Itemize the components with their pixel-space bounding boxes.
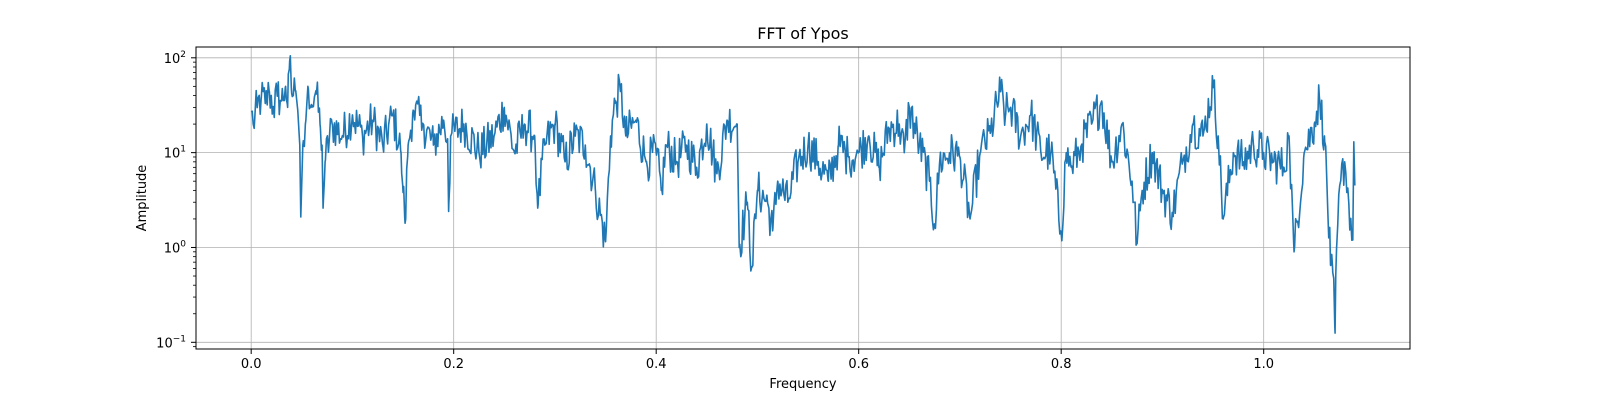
x-tick-label: 1.0: [1253, 357, 1274, 372]
y-axis-label: Amplitude: [135, 165, 150, 232]
series-layer: [250, 55, 1356, 334]
y-tick-label: 10−1: [156, 334, 186, 351]
chart-title: FFT of Ypos: [757, 24, 849, 43]
x-tick-label: 0.6: [848, 357, 869, 372]
x-tick-label: 0.0: [241, 357, 262, 372]
y-tick-label: 100: [164, 239, 187, 256]
x-tick-label: 0.2: [443, 357, 464, 372]
grid: [196, 47, 1410, 349]
axes: 0.0 0.2 0.4 0.6 0.8 1.0 10−1 100 101 102: [156, 46, 1411, 372]
x-tick-label: 0.4: [646, 357, 667, 372]
y-tick-label: 102: [164, 50, 186, 67]
x-tick-label: 0.8: [1051, 357, 1072, 372]
y-tick-label: 101: [164, 145, 186, 162]
plot-frame: [195, 46, 1411, 350]
x-axis-label: Frequency: [769, 377, 836, 392]
series-line: [250, 55, 1356, 334]
